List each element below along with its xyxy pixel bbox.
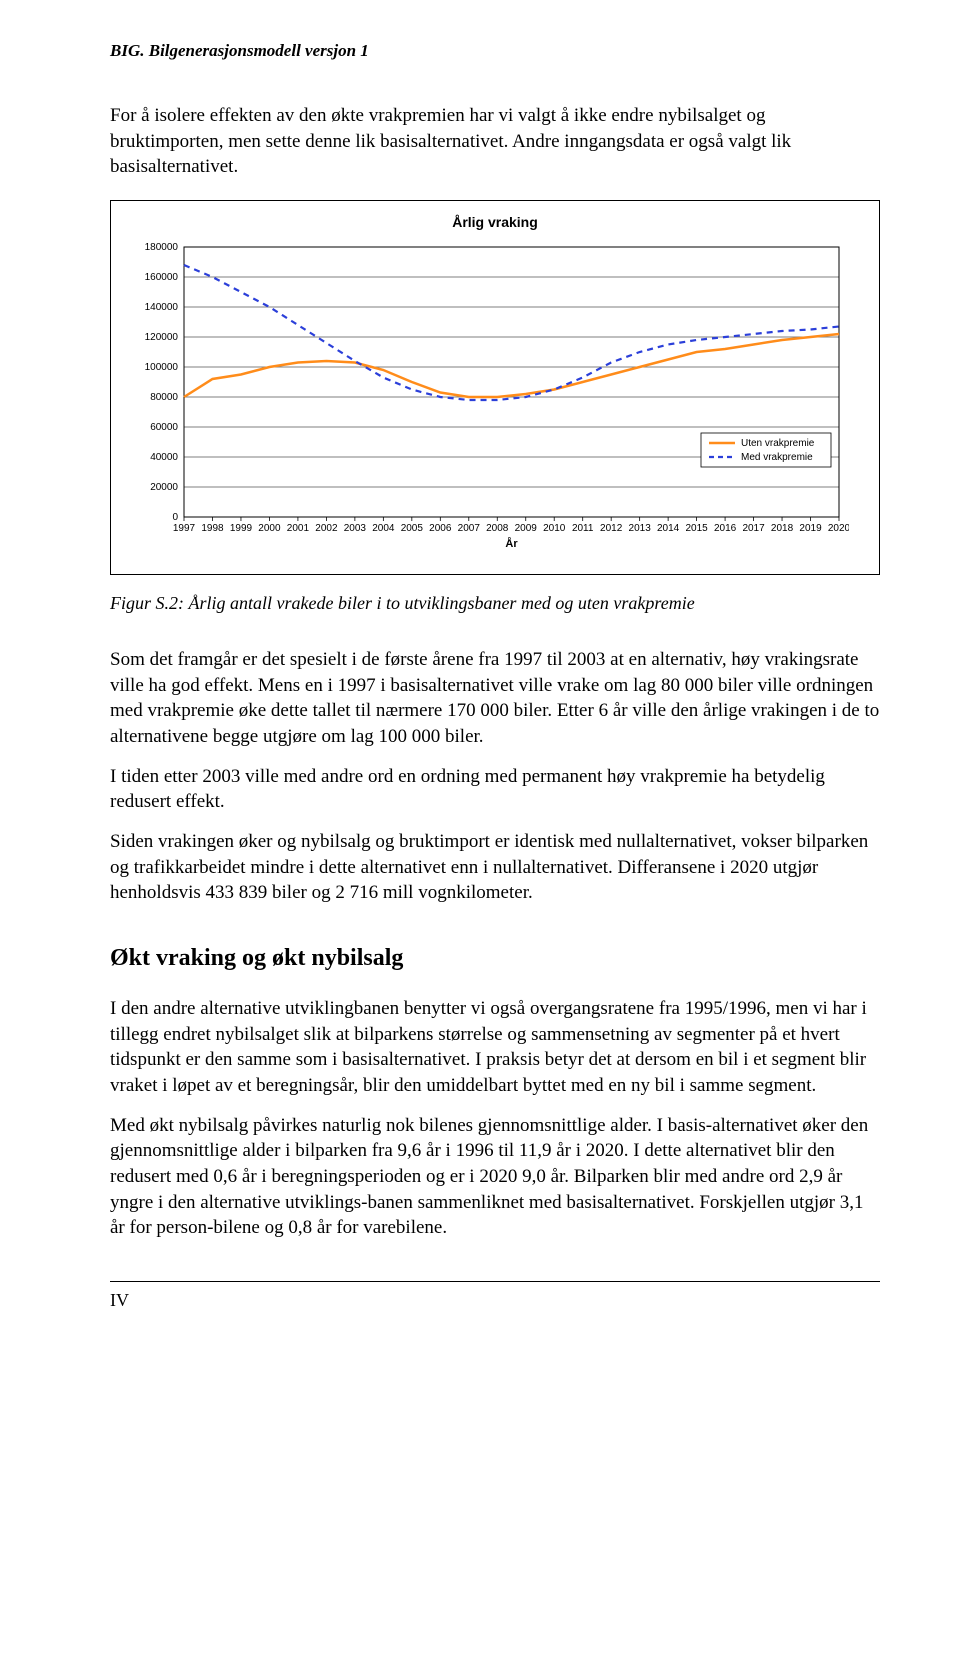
svg-text:2010: 2010: [543, 523, 566, 534]
section-heading: Økt vraking og økt nybilsalg: [110, 942, 880, 974]
svg-text:2003: 2003: [344, 523, 367, 534]
svg-text:2015: 2015: [685, 523, 708, 534]
svg-text:2012: 2012: [600, 523, 623, 534]
svg-text:2017: 2017: [742, 523, 765, 534]
running-header: BIG. Bilgenerasjonsmodell versjon 1: [110, 40, 880, 63]
chart-container: Årlig vraking 0 20000 40000 60000 80000 10000…: [110, 200, 880, 575]
chart-title: Årlig vraking: [129, 213, 861, 232]
body-p2: I tiden etter 2003 ville med andre ord e…: [110, 764, 880, 815]
svg-text:2006: 2006: [429, 523, 452, 534]
svg-text:Med vrakpremie: Med vrakpremie: [741, 452, 813, 463]
svg-text:2016: 2016: [714, 523, 737, 534]
svg-text:2009: 2009: [515, 523, 538, 534]
svg-text:120000: 120000: [145, 332, 179, 343]
svg-text:2008: 2008: [486, 523, 509, 534]
svg-text:2002: 2002: [315, 523, 338, 534]
svg-text:2014: 2014: [657, 523, 680, 534]
page-number: IV: [110, 1288, 880, 1312]
svg-text:160000: 160000: [145, 272, 179, 283]
svg-text:2020: 2020: [828, 523, 849, 534]
svg-text:140000: 140000: [145, 302, 179, 313]
svg-text:2013: 2013: [629, 523, 652, 534]
svg-text:2011: 2011: [572, 523, 594, 534]
svg-text:80000: 80000: [150, 392, 178, 403]
svg-text:1998: 1998: [201, 523, 224, 534]
body-p1: Som det framgår er det spesielt i de før…: [110, 647, 880, 750]
section2-p1: I den andre alternative utviklingbanen b…: [110, 996, 880, 1099]
svg-text:2001: 2001: [287, 523, 310, 534]
svg-text:1999: 1999: [230, 523, 253, 534]
section2-p2: Med økt nybilsalg påvirkes naturlig nok …: [110, 1113, 880, 1241]
body-p3: Siden vrakingen øker og nybilsalg og bru…: [110, 829, 880, 906]
svg-text:År: År: [505, 537, 518, 550]
svg-text:180000: 180000: [145, 242, 179, 253]
svg-text:20000: 20000: [150, 482, 178, 493]
svg-text:0: 0: [172, 512, 178, 523]
svg-text:1997: 1997: [173, 523, 196, 534]
svg-text:40000: 40000: [150, 452, 178, 463]
svg-text:Uten vrakpremie: Uten vrakpremie: [741, 438, 815, 449]
svg-text:60000: 60000: [150, 422, 178, 433]
figure-caption: Figur S.2: Årlig antall vrakede biler i …: [110, 591, 880, 615]
footer-rule: [110, 1281, 880, 1282]
svg-text:2004: 2004: [372, 523, 395, 534]
svg-text:2007: 2007: [458, 523, 481, 534]
svg-text:2018: 2018: [771, 523, 794, 534]
svg-text:100000: 100000: [145, 362, 179, 373]
svg-text:2019: 2019: [799, 523, 822, 534]
line-chart: 0 20000 40000 60000 80000 100000 120000 140000 1…: [129, 242, 849, 562]
intro-paragraph: For å isolere effekten av den økte vrakp…: [110, 103, 880, 180]
svg-text:2000: 2000: [258, 523, 281, 534]
svg-text:2005: 2005: [401, 523, 424, 534]
